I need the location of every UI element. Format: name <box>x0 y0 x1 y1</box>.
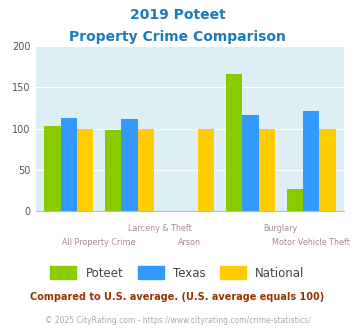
Text: Compared to U.S. average. (U.S. average equals 100): Compared to U.S. average. (U.S. average … <box>31 292 324 302</box>
Bar <box>77 129 93 211</box>
Text: © 2025 CityRating.com - https://www.cityrating.com/crime-statistics/: © 2025 CityRating.com - https://www.city… <box>45 316 310 325</box>
Bar <box>121 119 137 211</box>
Text: Motor Vehicle Theft: Motor Vehicle Theft <box>272 238 350 247</box>
Text: 2019 Poteet: 2019 Poteet <box>130 8 225 22</box>
Bar <box>286 189 303 211</box>
Bar <box>105 129 121 211</box>
Bar <box>319 129 335 211</box>
Bar <box>226 74 242 211</box>
Legend: Poteet, Texas, National: Poteet, Texas, National <box>45 262 310 284</box>
Bar <box>137 129 154 211</box>
Bar <box>44 126 61 211</box>
Bar <box>198 129 214 211</box>
Bar <box>259 129 275 211</box>
Text: Larceny & Theft: Larceny & Theft <box>128 224 191 233</box>
Bar <box>242 115 259 211</box>
Text: Property Crime Comparison: Property Crime Comparison <box>69 30 286 44</box>
Text: Arson: Arson <box>179 238 201 247</box>
Bar <box>303 112 319 211</box>
Text: Burglary: Burglary <box>264 224 298 233</box>
Text: All Property Crime: All Property Crime <box>62 238 136 247</box>
Bar <box>61 118 77 211</box>
